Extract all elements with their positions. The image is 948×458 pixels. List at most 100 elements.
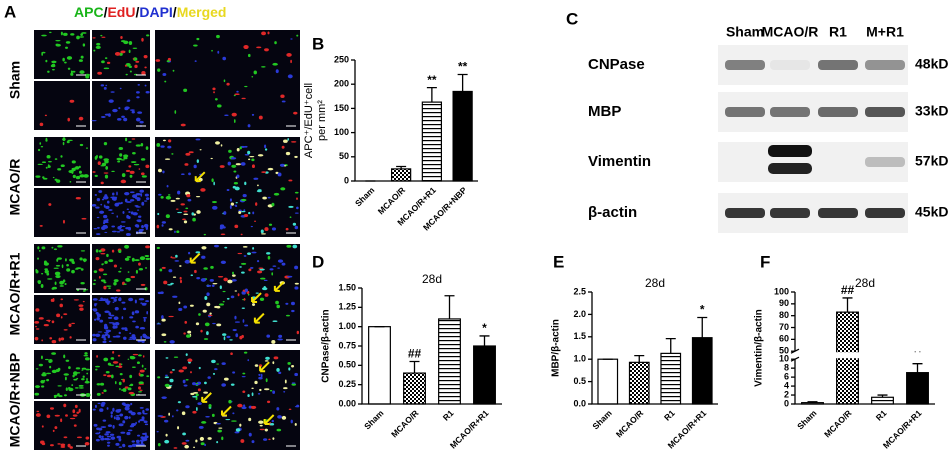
cell-dot — [85, 436, 90, 440]
cell-dot — [229, 204, 232, 209]
cell-dot — [161, 224, 164, 227]
cell-dot — [104, 159, 109, 164]
cell-dot — [145, 91, 150, 94]
cell-dot — [103, 389, 107, 393]
cell-dot — [105, 371, 110, 374]
cell-dot — [55, 43, 59, 46]
cell-dot — [40, 440, 45, 444]
cell-dot — [268, 223, 273, 226]
cell-dot — [125, 232, 131, 236]
cell-dot — [190, 392, 195, 396]
cell-dot — [100, 252, 106, 255]
cell-dot — [43, 379, 46, 382]
cell-dot — [108, 287, 111, 289]
cell-dot — [121, 173, 126, 178]
cell-dot — [106, 200, 110, 204]
cell-dot — [157, 168, 162, 173]
cell-dot — [211, 284, 215, 288]
cell-dot — [167, 145, 172, 149]
cell-dot — [222, 300, 225, 303]
cell-dot — [135, 117, 141, 122]
cell-dot — [45, 166, 48, 169]
cell-dot — [137, 411, 142, 415]
cell-dot — [184, 320, 188, 324]
cell-dot — [49, 31, 52, 34]
cell-dot — [117, 160, 121, 163]
cell-dot — [92, 338, 97, 342]
band — [770, 208, 810, 218]
cell-dot — [213, 181, 215, 186]
cell-dot — [55, 40, 61, 42]
cell-dot — [215, 141, 220, 145]
cell-dot — [222, 56, 227, 61]
band — [818, 60, 858, 70]
cell-dot — [141, 339, 145, 343]
y-tick-label: 70 — [779, 322, 789, 332]
cell-dot — [234, 315, 237, 320]
cell-dot — [101, 392, 104, 394]
cell-dot — [132, 58, 135, 60]
cell-dot — [127, 445, 133, 448]
cell-dot — [135, 144, 141, 147]
cell-dot — [285, 151, 291, 156]
x-tick-label: MCAO/R — [376, 185, 407, 216]
cell-dot — [269, 390, 273, 392]
cell-dot — [138, 372, 141, 376]
cell-dot — [42, 177, 48, 180]
cell-dot — [61, 139, 66, 141]
cell-dot — [112, 108, 118, 113]
cell-dot — [202, 309, 207, 313]
cell-dot — [277, 259, 284, 263]
y-tick-label: 2 — [784, 389, 789, 399]
cell-dot — [211, 49, 213, 52]
cell-dot — [118, 446, 123, 448]
cell-dot — [121, 225, 126, 227]
cell-dot — [231, 164, 237, 168]
cell-dot — [114, 307, 119, 311]
cell-dot — [178, 301, 181, 305]
cell-dot — [131, 334, 136, 338]
cell-dot — [156, 431, 159, 433]
bar — [390, 168, 412, 182]
cell-dot — [134, 310, 140, 314]
cell-dot — [100, 426, 107, 428]
cell-dot — [59, 285, 64, 287]
cell-dot — [117, 408, 122, 412]
cell-dot — [97, 71, 103, 75]
bar — [628, 361, 650, 405]
cell-dot — [80, 268, 84, 271]
axis — [361, 288, 502, 405]
cell-dot — [248, 417, 252, 422]
cell-dot — [114, 325, 118, 329]
cell-dot — [39, 225, 43, 227]
cell-dot — [141, 225, 144, 229]
cell-dot — [243, 297, 246, 301]
cell-dot — [205, 416, 210, 418]
cell-dot — [156, 246, 160, 249]
cell-dot — [43, 323, 49, 327]
cell-dot — [183, 213, 189, 216]
y-tick-label: 1.25 — [338, 302, 356, 312]
arrow — [201, 392, 212, 403]
cell-dot — [178, 369, 184, 373]
error-bar — [634, 354, 645, 363]
cell-dot — [106, 407, 109, 410]
cell-dot — [291, 382, 296, 384]
cell-dot — [242, 194, 247, 198]
bar — [421, 101, 443, 182]
cell-dot — [266, 400, 271, 404]
cell-dot — [243, 213, 249, 218]
chart-title: 28d — [645, 276, 665, 290]
y-tick-label: 1.0 — [573, 354, 586, 364]
cell-dot — [98, 427, 103, 431]
cell-dot — [177, 190, 181, 195]
cell-dot — [281, 145, 285, 149]
cell-dot — [37, 163, 43, 166]
cell-dot — [104, 260, 108, 264]
cell-dot — [34, 320, 40, 324]
cell-dot — [140, 143, 144, 147]
cell-dot — [118, 297, 122, 302]
cell-dot — [60, 155, 63, 158]
cell-dot — [93, 49, 96, 52]
cell-dot — [65, 359, 70, 362]
